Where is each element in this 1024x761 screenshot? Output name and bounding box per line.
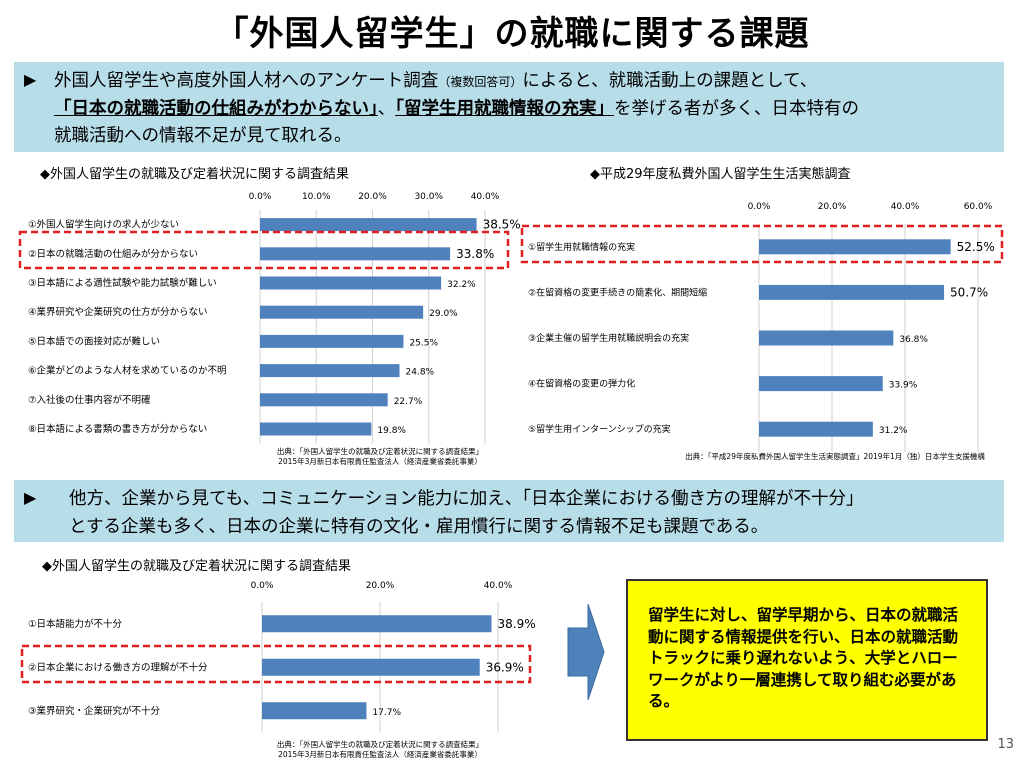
- chart1-category-label: ②日本の就職活動の仕組みが分からない: [28, 248, 198, 260]
- chart3-bar: [262, 702, 367, 720]
- banner1-line1-paren: （複数回答可）: [438, 75, 523, 89]
- chart1-bar: [260, 218, 477, 232]
- chart2-category-label: ③企業主催の留学生用就職説明会の充実: [528, 332, 689, 344]
- page-number: 13: [997, 737, 1014, 752]
- chart2-category-label: ①留学生用就職情報の充実: [528, 241, 635, 253]
- chart1-category-label: ⑧日本語による書類の書き方が分からない: [28, 423, 207, 435]
- chart1-value-label: 24.8%: [406, 368, 435, 378]
- chart1-category-label: ③日本語による適性試験や能力試験が難しい: [28, 277, 217, 289]
- chart1-category-label: ⑤日本語での面接対応が難しい: [28, 335, 160, 347]
- chart3-bar: [262, 658, 480, 676]
- bullet-arrow-icon-2: ▶: [24, 488, 37, 507]
- chart1-bar: [260, 422, 372, 436]
- chart3-source: 出典：「外国人留学生の就職及び定着状況に関する調査結果」 2015年3月新日本有…: [250, 740, 510, 760]
- chart3-source-line1: 出典：「外国人留学生の就職及び定着状況に関する調査結果」: [276, 740, 484, 749]
- chart2-bar: [759, 421, 873, 437]
- banner1-line1: 外国人留学生や高度外国人材へのアンケート調査（複数回答可）によると、就職活動上の…: [54, 67, 817, 92]
- chart2-tick-label: 0.0%: [748, 202, 771, 212]
- chart2-tick-label: 40.0%: [891, 202, 920, 212]
- chart1-bar: [260, 247, 451, 261]
- chart2-value-label: 50.7%: [950, 285, 988, 299]
- chart3-value-label: 38.9%: [498, 617, 536, 631]
- chart1-value-label: 25.5%: [409, 338, 438, 348]
- chart1-category-label: ⑦入社後の仕事内容が不明確: [28, 394, 151, 406]
- chart1-bar: [260, 276, 442, 290]
- chart1-tick-label: 10.0%: [302, 192, 331, 202]
- page-title: 「外国人留学生」の就職に関する課題: [214, 14, 810, 54]
- chart1-value-label: 33.8%: [456, 247, 494, 261]
- chart2-bar: [759, 330, 894, 346]
- chart2-value-label: 31.2%: [879, 426, 908, 436]
- chart1-category-label: ①外国人留学生向けの求人が少ない: [28, 219, 179, 231]
- banner2-line2: とする企業も多く、日本の企業に特有の文化・雇用慣行に関する情報不足も課題である。: [69, 517, 769, 537]
- summary-banner-1: ▶ 外国人留学生や高度外国人材へのアンケート調査（複数回答可）によると、就職活動…: [14, 62, 1004, 152]
- banner1-separator: 、: [377, 99, 396, 119]
- banner1-line1-main: 外国人留学生や高度外国人材へのアンケート調査: [54, 71, 439, 91]
- chart1-bar: [260, 305, 424, 319]
- chart1-source: 出典：「外国人留学生の就職及び定着状況に関する調査結果」 2015年3月新日本有…: [250, 447, 510, 467]
- chart3-category-label: ②日本企業における働き方の理解が不十分: [28, 661, 208, 673]
- banner1-line2-tail: を挙げる者が多く、日本特有の: [614, 99, 859, 119]
- chart2-bar: [759, 284, 945, 300]
- chart3-category-label: ③業界研究・企業研究が不十分: [28, 705, 161, 717]
- conclusion-text: 留学生に対し、留学早期から、日本の就職活動に関する情報提供を行い、日本の就職活動…: [648, 606, 959, 710]
- chart1-category-label: ④業界研究や企業研究の仕方が分からない: [28, 306, 208, 318]
- chart1-bar: [260, 393, 388, 407]
- chart1-value-label: 38.5%: [483, 218, 521, 232]
- chart1-tick-label: 40.0%: [471, 192, 500, 202]
- chart3-value-label: 36.9%: [486, 660, 524, 674]
- chart1-highlight-box: [18, 230, 510, 270]
- chart1-tick-label: 30.0%: [414, 192, 443, 202]
- chart1-tick-label: 0.0%: [249, 192, 272, 202]
- chart3-source-line2: 2015年3月新日本有限責任監査法人（経済産業省委託事業）: [278, 750, 482, 759]
- right-arrow-icon: [567, 603, 605, 701]
- chart2-category-label: ⑤留学生用インターンシップの充実: [528, 423, 671, 435]
- banner2-line1: 他方、企業から見ても、コミュニケーション能力に加え、「日本企業における働き方の理…: [69, 489, 864, 509]
- banner1-line1-tail: によると、就職活動上の課題として、: [522, 71, 818, 91]
- chart1-heading: ◆外国人留学生の就職及び定着状況に関する調査結果: [40, 167, 349, 182]
- chart2-tick-label: 60.0%: [964, 202, 993, 212]
- banner1-line3: 就職活動への情報不足が見て取れる。: [54, 126, 352, 146]
- banner1-line2: 「日本の就職活動の仕組みがわからない」、「留学生用就職情報の充実」を挙げる者が多…: [54, 95, 859, 120]
- chart2-heading: ◆平成29年度私費外国人留学生生活実態調査: [590, 167, 851, 182]
- conclusion-box: 留学生に対し、留学早期から、日本の就職活動に関する情報提供を行い、日本の就職活動…: [626, 579, 988, 741]
- chart3-category-label: ①日本語能力が不十分: [28, 618, 123, 630]
- chart2-source: 出典：「平成29年度私費外国人留学生生活実態調査」2019年1月（独）日本学生支…: [685, 452, 985, 461]
- chart1-value-label: 19.8%: [377, 426, 406, 436]
- chart1-value-label: 22.7%: [394, 397, 423, 407]
- summary-banner-2: ▶ 他方、企業から見ても、コミュニケーション能力に加え、「日本企業における働き方…: [14, 480, 1004, 542]
- bullet-arrow-icon: ▶: [24, 70, 37, 89]
- chart1-value-label: 32.2%: [447, 280, 476, 290]
- chart3-value-label: 17.7%: [372, 708, 401, 718]
- chart3-highlight-box: [20, 644, 532, 684]
- chart2-tick-label: 20.0%: [818, 202, 847, 212]
- chart2-category-label: ②在留資格の変更手続きの簡素化、期間短縮: [528, 286, 707, 298]
- chart2-value-label: 33.9%: [889, 381, 918, 391]
- chart2-value-label: 36.8%: [899, 335, 928, 345]
- chart2-bar: [759, 239, 951, 255]
- chart3-heading: ◆外国人留学生の就職及び定着状況に関する調査結果: [42, 559, 351, 574]
- chart1-bar: [260, 334, 404, 348]
- chart2-highlight-box: [520, 224, 1004, 264]
- chart1-tick-label: 20.0%: [358, 192, 387, 202]
- chart2-value-label: 52.5%: [957, 240, 995, 254]
- chart2-category-label: ④在留資格の変更の弾力化: [528, 378, 635, 390]
- chart3-tick-label: 40.0%: [484, 581, 513, 591]
- chart1-bar: [260, 364, 400, 378]
- chart1-source-line2: 2015年3月新日本有限責任監査法人（経済産業省委託事業）: [278, 457, 482, 466]
- banner1-emphasis-1: 「日本の就職活動の仕組みがわからない」: [54, 99, 378, 119]
- chart3-tick-label: 20.0%: [366, 581, 395, 591]
- chart1-category-label: ⑥企業がどのような人材を求めているのか不明: [28, 365, 227, 377]
- banner1-emphasis-2: 「留学生用就職情報の充実」: [395, 99, 614, 119]
- chart3-tick-label: 0.0%: [251, 581, 274, 591]
- chart2-bar: [759, 376, 883, 392]
- chart1-value-label: 29.0%: [429, 309, 458, 319]
- chart3-bar: [262, 615, 492, 633]
- chart1-source-line1: 出典：「外国人留学生の就職及び定着状況に関する調査結果」: [276, 447, 484, 456]
